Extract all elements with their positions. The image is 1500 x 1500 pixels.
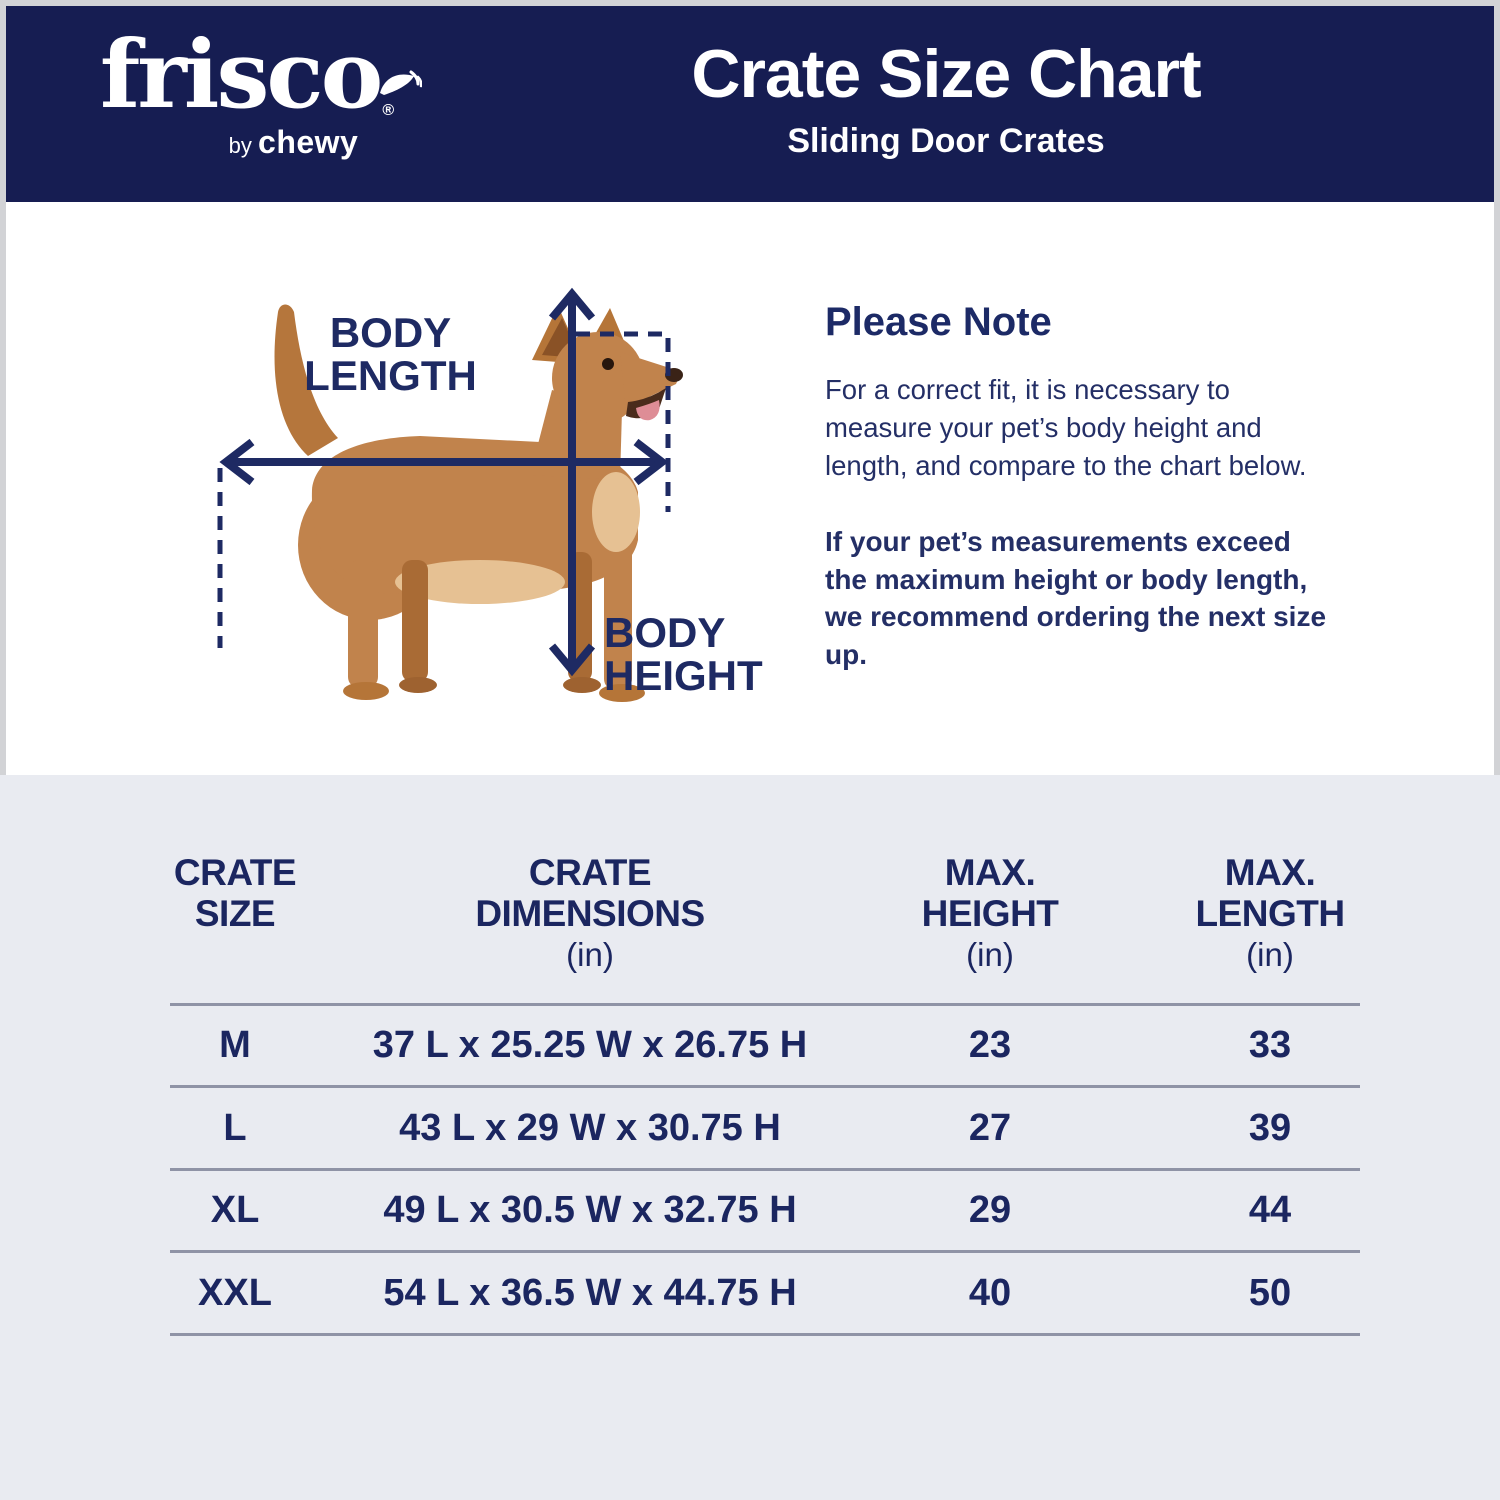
note-heading: Please Note (825, 300, 1052, 344)
body-length-arrow (219, 438, 669, 486)
table-row: M 37 L x 25.25 W x 26.75 H 23 33 (0, 1017, 1500, 1073)
title-block: Crate Size Chart Sliding Door Crates (426, 40, 1466, 161)
cell-crate-size: XXL (198, 1272, 272, 1314)
header-line1: MAX. (1224, 852, 1316, 893)
logo-byline: by chewy (181, 124, 406, 161)
frisco-brand-text: frisco (99, 20, 384, 130)
cell-max-height: 27 (968, 1107, 1012, 1149)
cell-max-height: 29 (968, 1189, 1012, 1231)
tail-flourish-icon (378, 24, 423, 118)
table-divider (170, 1250, 1360, 1253)
cell-crate-dimensions: 43 L x 29 W x 30.75 H (399, 1107, 781, 1149)
header-banner: frisco ® by chewy Crate Size Chart Slidin… (6, 6, 1494, 202)
body-length-label: BODY LENGTH (304, 309, 477, 399)
measurement-section: BODY LENGTH BODY HEIGHT Please Note For … (6, 202, 1494, 775)
body-height-arrow (548, 287, 596, 677)
cell-crate-size: XL (210, 1189, 260, 1231)
header-unit: (in) (966, 936, 1014, 974)
header-line1: CRATE (528, 852, 652, 893)
cell-max-length: 39 (1248, 1107, 1292, 1149)
page-subtitle: Sliding Door Crates (787, 122, 1105, 160)
dashed-guide-lines (217, 331, 671, 648)
header-unit: (in) (566, 936, 614, 974)
frisco-logo: frisco ® by chewy (86, 28, 423, 161)
header-line2: SIZE (194, 892, 276, 934)
cell-crate-size: L (223, 1107, 247, 1149)
cell-crate-dimensions: 49 L x 30.5 W x 32.75 H (383, 1189, 797, 1231)
cell-max-height: 23 (968, 1024, 1012, 1066)
header-line2: DIMENSIONS (475, 892, 705, 934)
chewy-wordmark: chewy (258, 124, 359, 160)
please-note-block: Please Note For a correct fit, it is nec… (825, 300, 1340, 674)
table-divider (170, 1168, 1360, 1171)
page-title: Crate Size Chart (691, 36, 1201, 112)
table-row: XL 49 L x 30.5 W x 32.75 H 29 44 (0, 1182, 1500, 1238)
column-header-crate-size: CRATE SIZE (165, 852, 305, 936)
header-line2: LENGTH (1195, 892, 1345, 934)
table-header-row: CRATE SIZE CRATE DIMENSIONS (in) MAX. HE… (0, 852, 1500, 1003)
column-header-max-height: MAX. HEIGHT (in) (875, 852, 1105, 974)
table-divider (170, 1333, 1360, 1336)
table-row: XXL 54 L x 36.5 W x 44.75 H 40 50 (0, 1265, 1500, 1321)
dog-measurement-diagram: BODY LENGTH BODY HEIGHT (180, 260, 800, 710)
header-line2: HEIGHT (921, 892, 1059, 934)
note-warning-text: If your pet’s measurements exceed the ma… (825, 525, 1327, 671)
frisco-wordmark: frisco ® (100, 28, 423, 122)
cell-crate-dimensions: 54 L x 36.5 W x 44.75 H (383, 1272, 797, 1314)
cell-max-length: 50 (1248, 1272, 1292, 1314)
dog-figure (274, 304, 683, 702)
header-line1: MAX. (944, 852, 1036, 893)
byline-by-text: by (228, 133, 259, 158)
cell-crate-size: M (219, 1024, 251, 1066)
column-header-crate-dimensions: CRATE DIMENSIONS (in) (320, 852, 860, 974)
cell-crate-dimensions: 37 L x 25.25 W x 26.75 H (372, 1024, 808, 1066)
cell-max-length: 44 (1248, 1189, 1292, 1231)
table-row: L 43 L x 29 W x 30.75 H 27 39 (0, 1100, 1500, 1156)
header-unit: (in) (1246, 936, 1294, 974)
dog-illustration (217, 287, 683, 702)
size-table-section: CRATE SIZE CRATE DIMENSIONS (in) MAX. HE… (0, 775, 1500, 1500)
note-body-text: For a correct fit, it is necessary to me… (825, 374, 1307, 481)
cell-max-length: 33 (1248, 1024, 1292, 1066)
cell-max-height: 40 (968, 1272, 1012, 1314)
table-divider (170, 1085, 1360, 1088)
body-height-label: BODY HEIGHT (604, 609, 763, 699)
column-header-max-length: MAX. LENGTH (in) (1155, 852, 1385, 974)
table-divider (170, 1003, 1360, 1006)
header-line1: CRATE (173, 852, 297, 893)
registered-trademark-symbol: ® (382, 102, 395, 119)
